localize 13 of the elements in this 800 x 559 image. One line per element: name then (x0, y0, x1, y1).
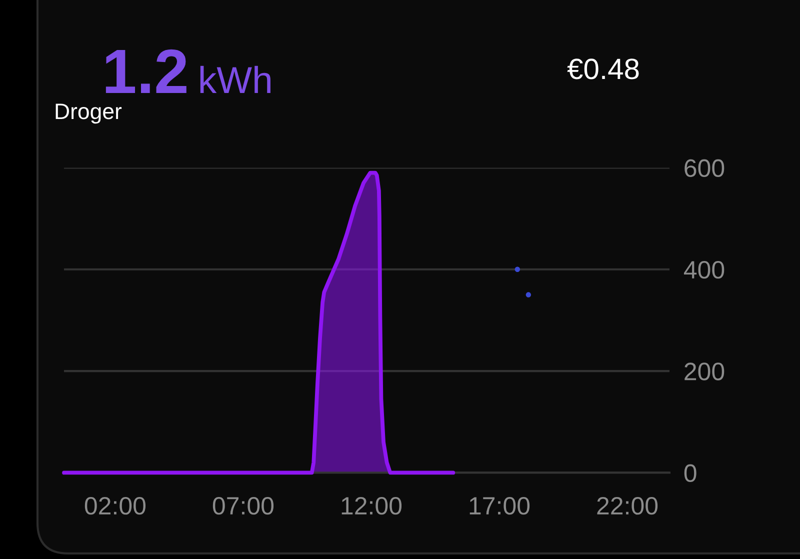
y-tick-label: 0 (684, 464, 696, 482)
y-tick-label: 600 (684, 159, 724, 178)
x-tick-label: 17:00 (470, 496, 530, 515)
x-tick-label: 07:00 (212, 496, 274, 515)
x-tick-label: 02:00 (84, 496, 146, 515)
text: kWh (200, 66, 270, 93)
text: €0.48 (567, 58, 639, 80)
chart-title: 1.2 (106, 49, 186, 93)
chart-subtitle: Droger (56, 104, 122, 124)
y-tick-label: 400 (684, 260, 724, 279)
y-tick-label: 200 (684, 362, 724, 380)
x-tick-label: 12:00 (342, 496, 402, 515)
x-tick-label: 22:00 (597, 496, 658, 515)
